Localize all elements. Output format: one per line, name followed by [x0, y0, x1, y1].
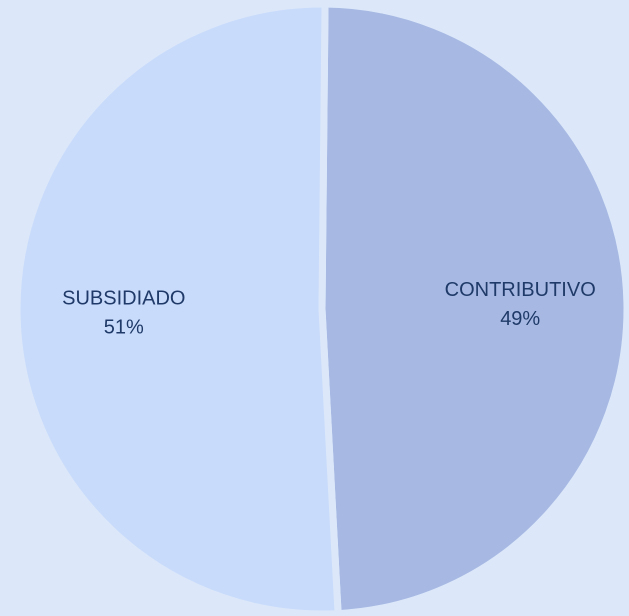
slice-value-label: 49%: [500, 308, 540, 330]
slice-category-label: CONTRIBUTIVO: [445, 279, 596, 301]
pie-slice: [318, 0, 629, 616]
pie-slice: [13, 0, 342, 616]
slice-category-label: SUBSIDIADO: [62, 288, 185, 310]
slice-value-label: 51%: [104, 317, 144, 339]
